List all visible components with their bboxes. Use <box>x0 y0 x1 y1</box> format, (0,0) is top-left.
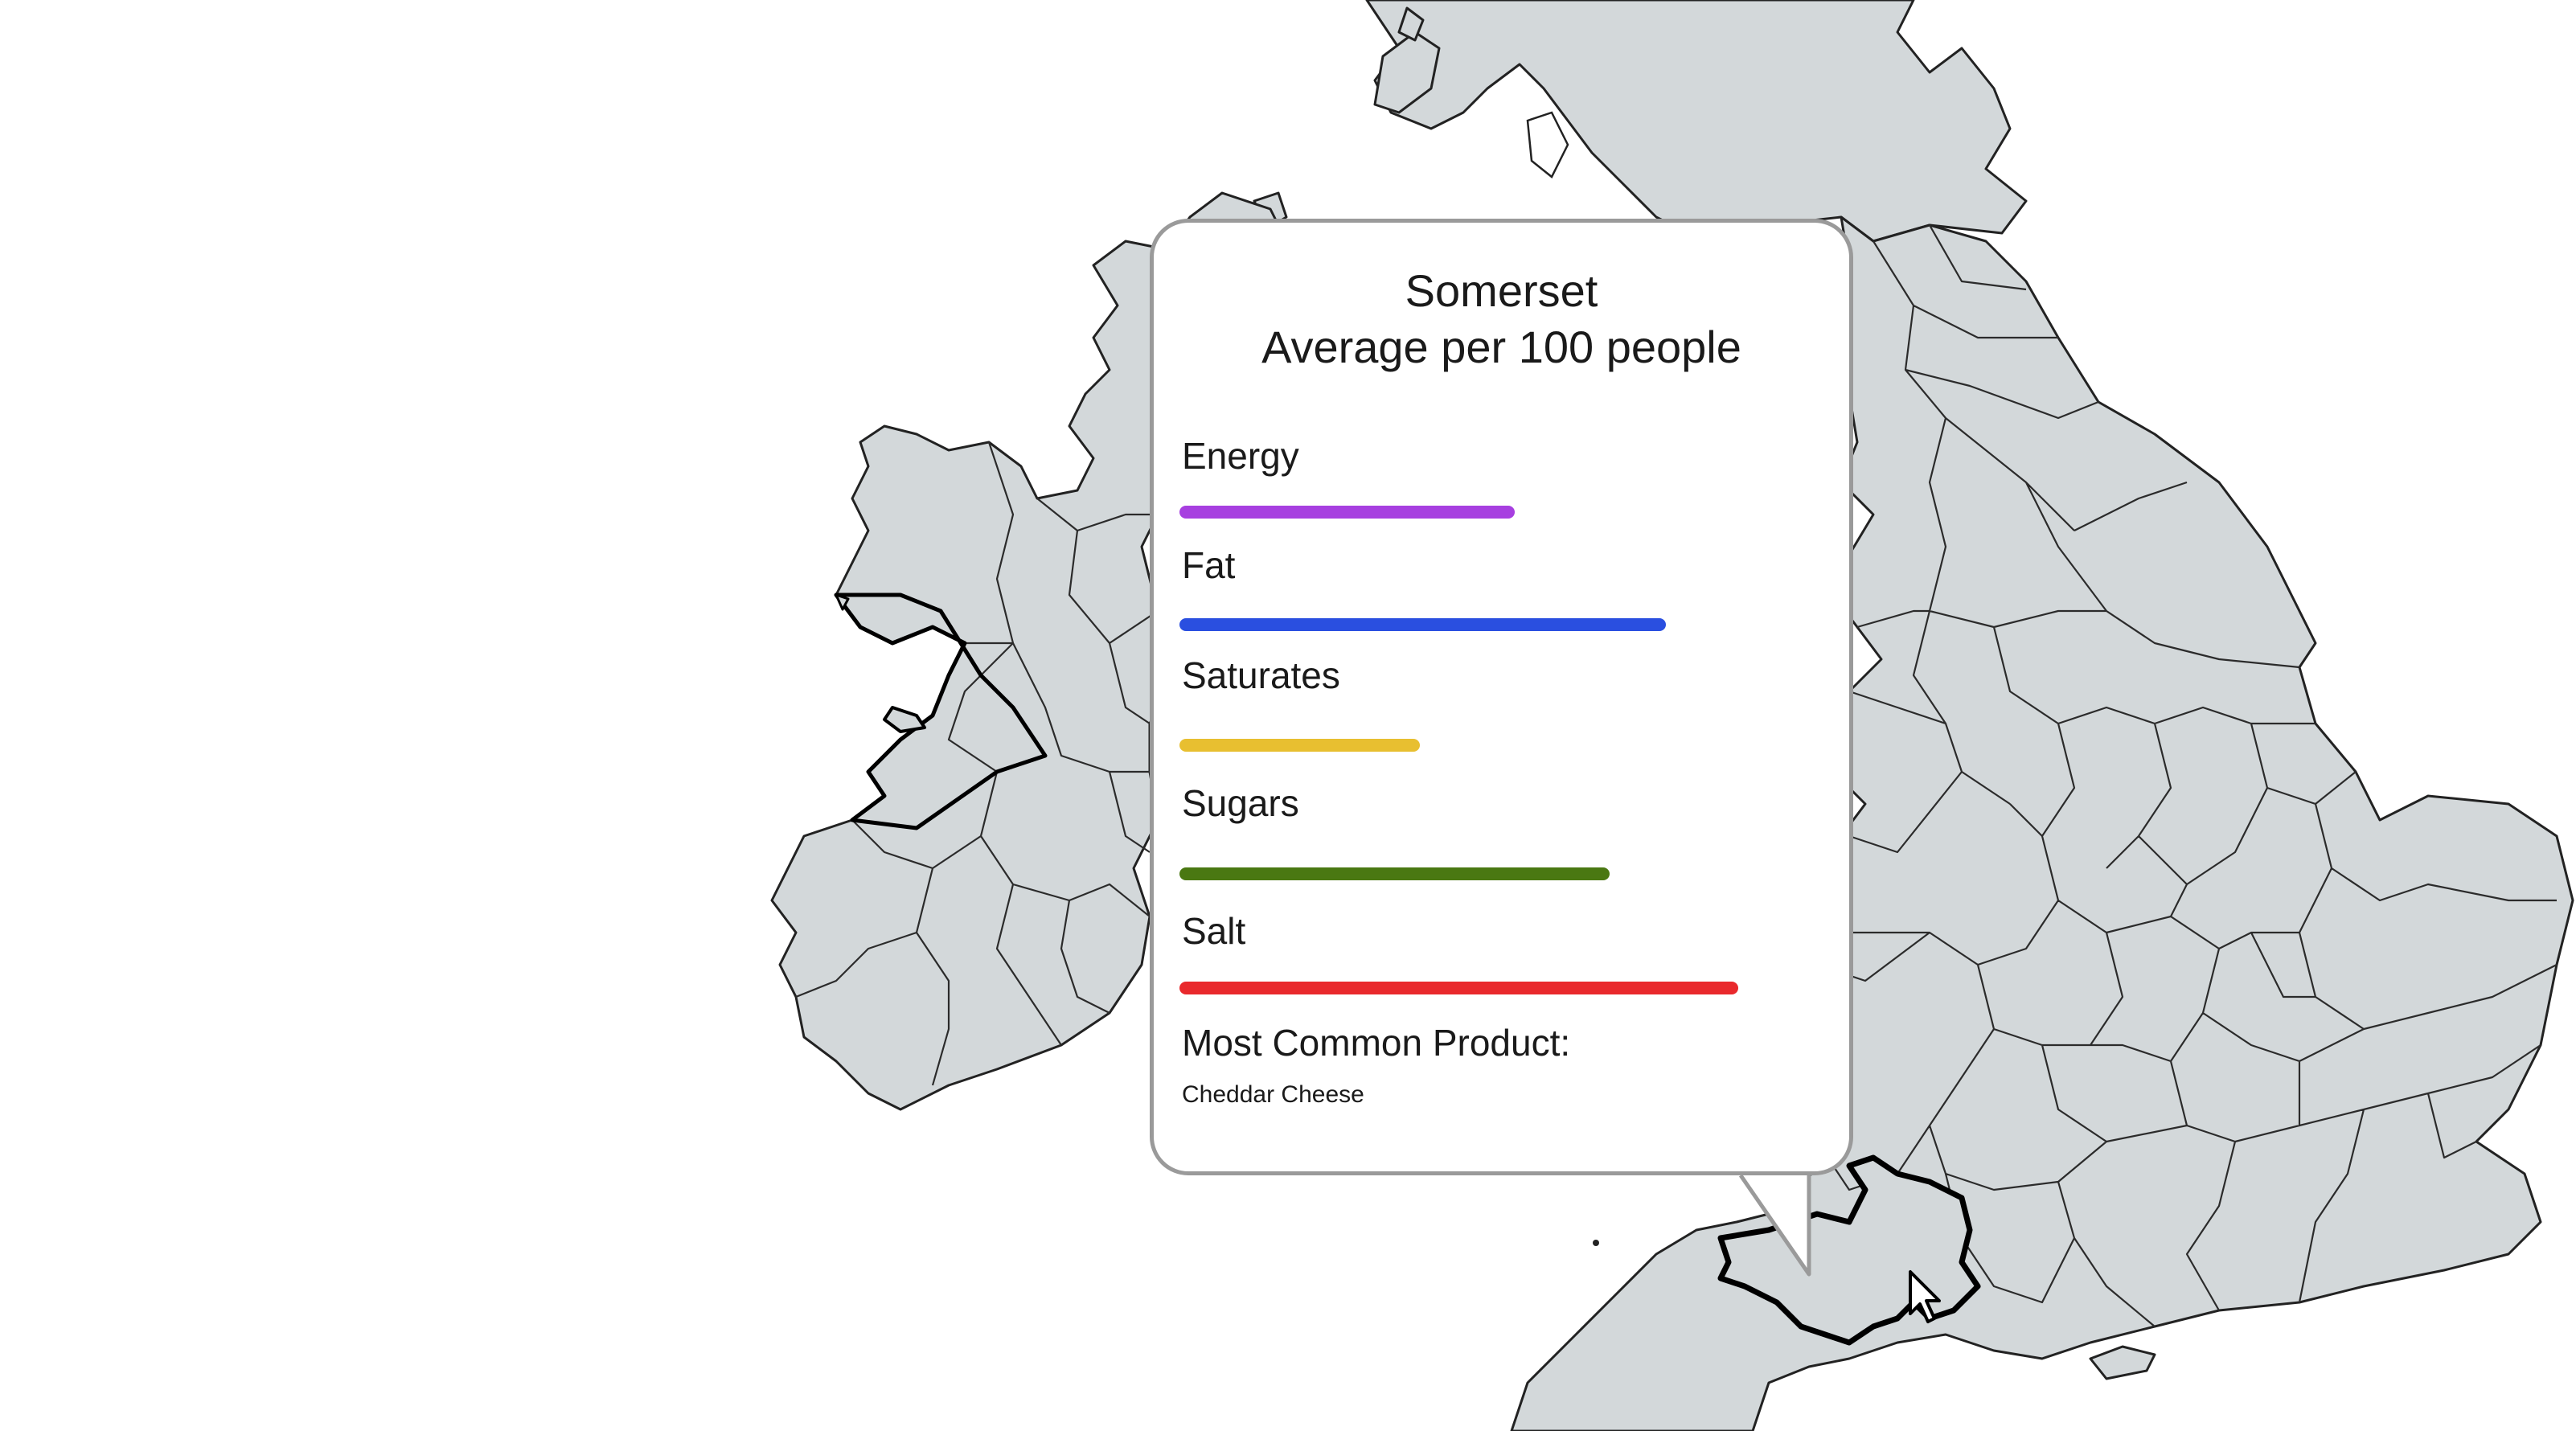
tooltip-subtitle: Average per 100 people <box>1261 322 1741 372</box>
island <box>883 706 926 733</box>
county-boundaries <box>795 441 1159 1086</box>
mouse-pointer-icon <box>1909 1270 1941 1323</box>
island <box>1397 6 1425 42</box>
metric-bar-fat <box>1179 618 1666 631</box>
lake <box>1526 111 1569 178</box>
metric-bar-salt <box>1179 982 1738 994</box>
island-dot <box>1593 1240 1599 1246</box>
most-common-product-value: Cheddar Cheese <box>1182 1081 1364 1108</box>
metric-label-energy: Energy <box>1182 435 1299 477</box>
metric-label-saturates: Saturates <box>1182 654 1340 696</box>
tooltip-region-name: Somerset <box>1405 265 1598 316</box>
region-tooltip: Somerset Average per 100 people Energy F… <box>1150 219 1853 1175</box>
isle-of-wight <box>2089 1345 2156 1380</box>
metric-label-fat: Fat <box>1182 544 1236 586</box>
metric-bar-sugars <box>1179 867 1610 880</box>
region-scotland[interactable] <box>1365 0 2028 243</box>
county-boundaries <box>1816 224 2558 1327</box>
most-common-product-label: Most Common Product: <box>1182 1022 1571 1064</box>
metric-bar-energy <box>1179 506 1515 519</box>
highlight-west-outline <box>834 592 1048 830</box>
island <box>835 593 850 611</box>
metric-label-salt: Salt <box>1182 910 1246 952</box>
metric-label-sugars: Sugars <box>1182 782 1299 824</box>
metric-bar-saturates <box>1179 739 1420 752</box>
